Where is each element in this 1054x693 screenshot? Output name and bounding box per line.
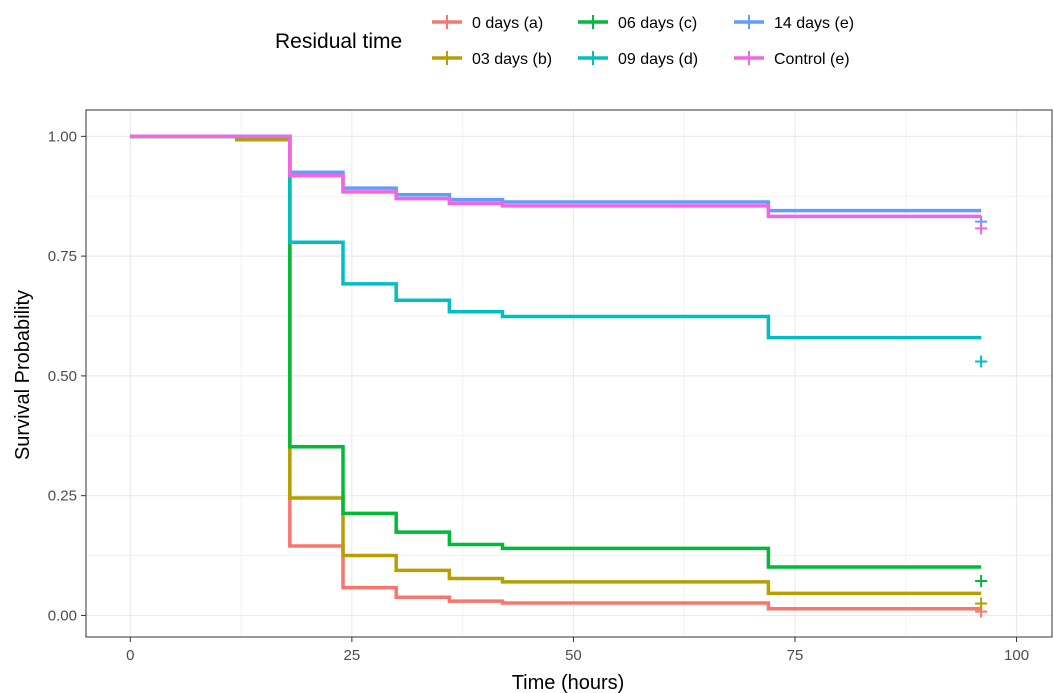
x-axis-title: Time (hours) (512, 672, 625, 693)
legend-title: Residual time (275, 30, 402, 53)
y-tick-label: 0.50 (48, 368, 77, 385)
x-tick-label: 100 (1004, 647, 1029, 664)
y-tick-label: 0.00 (48, 607, 77, 624)
panel-background (86, 110, 1052, 637)
legend-label: 14 days (e) (774, 15, 854, 32)
plot-panel (85, 109, 1053, 638)
legend-label: 09 days (d) (618, 51, 698, 68)
x-axis: 0 25 50 75 100 (126, 637, 1029, 664)
y-tick-label: 0.75 (48, 248, 77, 265)
censor-mark (975, 355, 988, 368)
legend-label: Control (e) (774, 51, 850, 68)
censor-mark (975, 222, 988, 235)
series-group (130, 134, 988, 618)
y-axis-title: Survival Probability (12, 290, 34, 460)
series-line (130, 134, 982, 219)
x-tick-label: 25 (344, 647, 361, 664)
series-line (130, 134, 982, 213)
legend-item: 09 days (d) (578, 51, 698, 68)
y-axis: 0.00 0.25 0.50 0.75 1.00 (48, 128, 86, 624)
x-tick-label: 50 (565, 647, 582, 664)
censor-mark (975, 574, 988, 587)
legend-label: 0 days (a) (472, 15, 543, 32)
legend: Residual time 0 days (a) 03 days (b) 06 da… (275, 15, 854, 68)
legend-item: 14 days (e) (734, 15, 854, 32)
x-tick-label: 75 (787, 647, 804, 664)
y-tick-label: 0.25 (48, 488, 77, 505)
legend-item: 0 days (a) (432, 15, 543, 32)
legend-label: 03 days (b) (472, 51, 552, 68)
legend-item: 06 days (c) (578, 15, 697, 32)
panel-border (85, 109, 1053, 638)
y-tick-label: 1.00 (48, 128, 77, 145)
legend-item: 03 days (b) (432, 51, 552, 68)
legend-label: 06 days (c) (618, 15, 697, 32)
series-line (130, 134, 982, 569)
censor-mark (975, 597, 988, 610)
series-line (130, 134, 982, 340)
major-gridlines (86, 110, 1052, 637)
x-tick-label: 0 (126, 647, 134, 664)
series-line (130, 134, 982, 596)
legend-item: Control (e) (734, 51, 850, 68)
